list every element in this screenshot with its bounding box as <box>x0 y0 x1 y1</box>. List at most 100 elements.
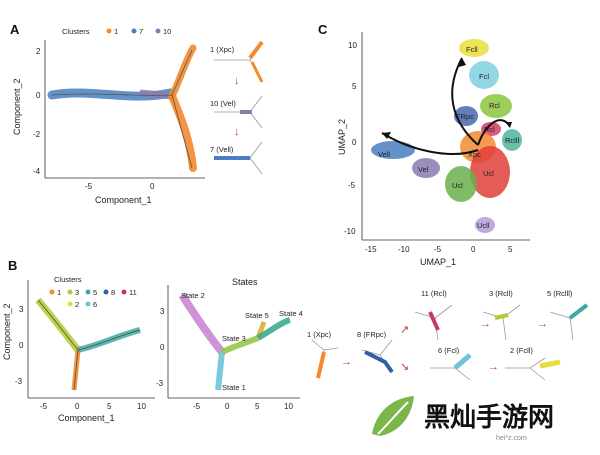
watermark-svg: 黑灿手游网 hei*z.com <box>362 390 594 444</box>
panel-b-left-tree <box>37 299 141 391</box>
panel-b-left-xtick-0: 0 <box>75 402 80 411</box>
traj-label-8: 8 (FRpc) <box>357 330 387 339</box>
traj-arrow-3: ↘ <box>400 361 409 373</box>
panel-a-legend-10: 10 <box>163 27 171 36</box>
panel-a-ytick-2: 2 <box>36 47 41 56</box>
label-rcl: Rcl <box>484 125 495 134</box>
traj-8-cells <box>364 350 394 374</box>
label-fcl: Fcl <box>479 72 489 81</box>
panel-a-trajectory-line <box>51 49 193 169</box>
state-3-branch <box>220 335 260 355</box>
panel-b-right-xtick-m5: -5 <box>193 402 201 411</box>
panel-b-right-ytick-3: 3 <box>160 307 165 316</box>
label-rclll: Rclll <box>505 136 519 145</box>
state-1-label: State 1 <box>222 383 246 392</box>
arrow-to-rclll-head <box>505 122 512 128</box>
panel-b-left-xtick-m5: -5 <box>40 402 48 411</box>
panel-a-legend-1: 1 <box>114 27 118 36</box>
state-4-label: State 4 <box>279 309 303 318</box>
legend-b-8: 8 <box>111 288 115 297</box>
panel-b-left-xlabel: Component_1 <box>58 413 115 423</box>
panel-a: A Clusters 1 7 10 2 0 -2 -4 -5 0 Compone… <box>10 22 264 205</box>
traj-label-6: 6 (Fcl) <box>438 346 460 355</box>
state-4-branch <box>256 317 291 341</box>
label-vel: Vel <box>418 165 429 174</box>
traj-2-tree <box>505 357 546 381</box>
traj-6-cells <box>453 353 472 370</box>
traj-1-tree <box>311 339 339 379</box>
panel-a-branch-orange-down <box>168 92 197 172</box>
cluster-ucl-red <box>470 146 510 198</box>
panel-b-left-ytick-3: 3 <box>19 305 24 314</box>
panel-a-arrow-2: ↓ <box>234 126 240 138</box>
panel-a-mini-10: 10 (Vel) <box>210 99 236 108</box>
panel-b-left-xtick-5: 5 <box>107 402 112 411</box>
legend-b-dot-8 <box>103 289 109 295</box>
panel-a-xtick-0: 0 <box>150 182 155 191</box>
panel-a-legend-7: 7 <box>139 27 143 36</box>
label-frpc: FRpc <box>456 112 474 121</box>
traj-arrow-1: → <box>341 356 352 368</box>
panel-b-right-xtick-5: 5 <box>255 402 260 411</box>
cluster-ucl-green <box>445 166 477 202</box>
arrow-to-fcll <box>451 57 479 146</box>
panel-c-ytick-m5: -5 <box>348 181 356 190</box>
panel-b-left-xtick-10: 10 <box>137 402 146 411</box>
panel-b-legend-title: Clusters <box>54 275 82 284</box>
arrow-to-vell <box>381 132 479 155</box>
arrow-to-vell-head <box>382 132 391 139</box>
traj-arrow-6: → <box>488 361 499 373</box>
panel-a-mini-1-cells <box>248 40 264 60</box>
cluster-fcll <box>459 39 489 57</box>
panel-b-left-ylabel: Component_2 <box>2 303 12 360</box>
traj-2-cells <box>539 359 561 369</box>
watermark: 黑灿手游网 hei*z.com <box>362 390 594 444</box>
panel-b-right-ytick-m3: -3 <box>156 379 164 388</box>
legend-b-3: 3 <box>75 288 79 297</box>
label-ucl-red: Ucl <box>483 169 494 178</box>
traj-label-2: 2 (Fcll) <box>510 346 533 355</box>
panel-a-arrow-1: ↓ <box>234 75 240 87</box>
state-1-branch <box>215 351 225 391</box>
traj-label-1: 1 (Xpc) <box>307 330 332 339</box>
panel-b-letter: B <box>8 258 17 273</box>
panel-c-ytick-5: 5 <box>352 82 357 91</box>
watermark-bg <box>362 390 594 444</box>
traj-11-cells <box>428 311 440 331</box>
legend-dot-10 <box>155 28 161 34</box>
panel-a-letter: A <box>10 22 20 37</box>
cluster-rclll <box>502 129 522 151</box>
panel-a-ytick-0: 0 <box>36 91 41 100</box>
panel-c-letter: C <box>318 22 328 37</box>
state-2-branch <box>178 292 226 355</box>
panel-b-states-title: States <box>232 277 258 287</box>
state-3-label: State 3 <box>222 334 246 343</box>
label-rcl-green: Rcl <box>489 101 500 110</box>
arrow-to-fcll-head <box>459 58 466 67</box>
panel-a-mini-7: 7 (Vell) <box>210 145 234 154</box>
traj-label-5: 5 (Rclll) <box>547 289 573 298</box>
panel-b-left-ytick-m3: -3 <box>15 377 23 386</box>
cluster-vel <box>412 158 440 178</box>
panel-a-mini-1-cells-b <box>250 61 264 83</box>
cluster-rcl <box>481 122 501 136</box>
panel-b-left-ytick-0: 0 <box>19 341 24 350</box>
panel-a-ytick-m4: -4 <box>33 167 41 176</box>
panel-c-ytick-10: 10 <box>348 41 357 50</box>
panel-c-ytick-0: 0 <box>352 138 357 147</box>
watermark-leaf-vein <box>377 401 409 435</box>
panel-a-mini-1: 1 (Xpc) <box>210 45 235 54</box>
panel-c-xtick-m5: -5 <box>434 245 442 254</box>
legend-b-dot-5 <box>85 289 91 295</box>
traj-arrow-2: ↗ <box>400 324 409 336</box>
legend-b-2: 2 <box>75 300 79 309</box>
panel-c-ylabel: UMAP_2 <box>337 119 347 155</box>
watermark-url: hei*z.com <box>496 435 527 442</box>
legend-b-dot-3 <box>67 289 73 295</box>
panel-a-ytick-m2: -2 <box>33 130 41 139</box>
label-ucl-green: Ucl <box>452 181 463 190</box>
legend-b-dot-2 <box>67 301 73 307</box>
label-xpc: Xpc <box>468 150 481 159</box>
traj-3-cells <box>494 313 509 320</box>
